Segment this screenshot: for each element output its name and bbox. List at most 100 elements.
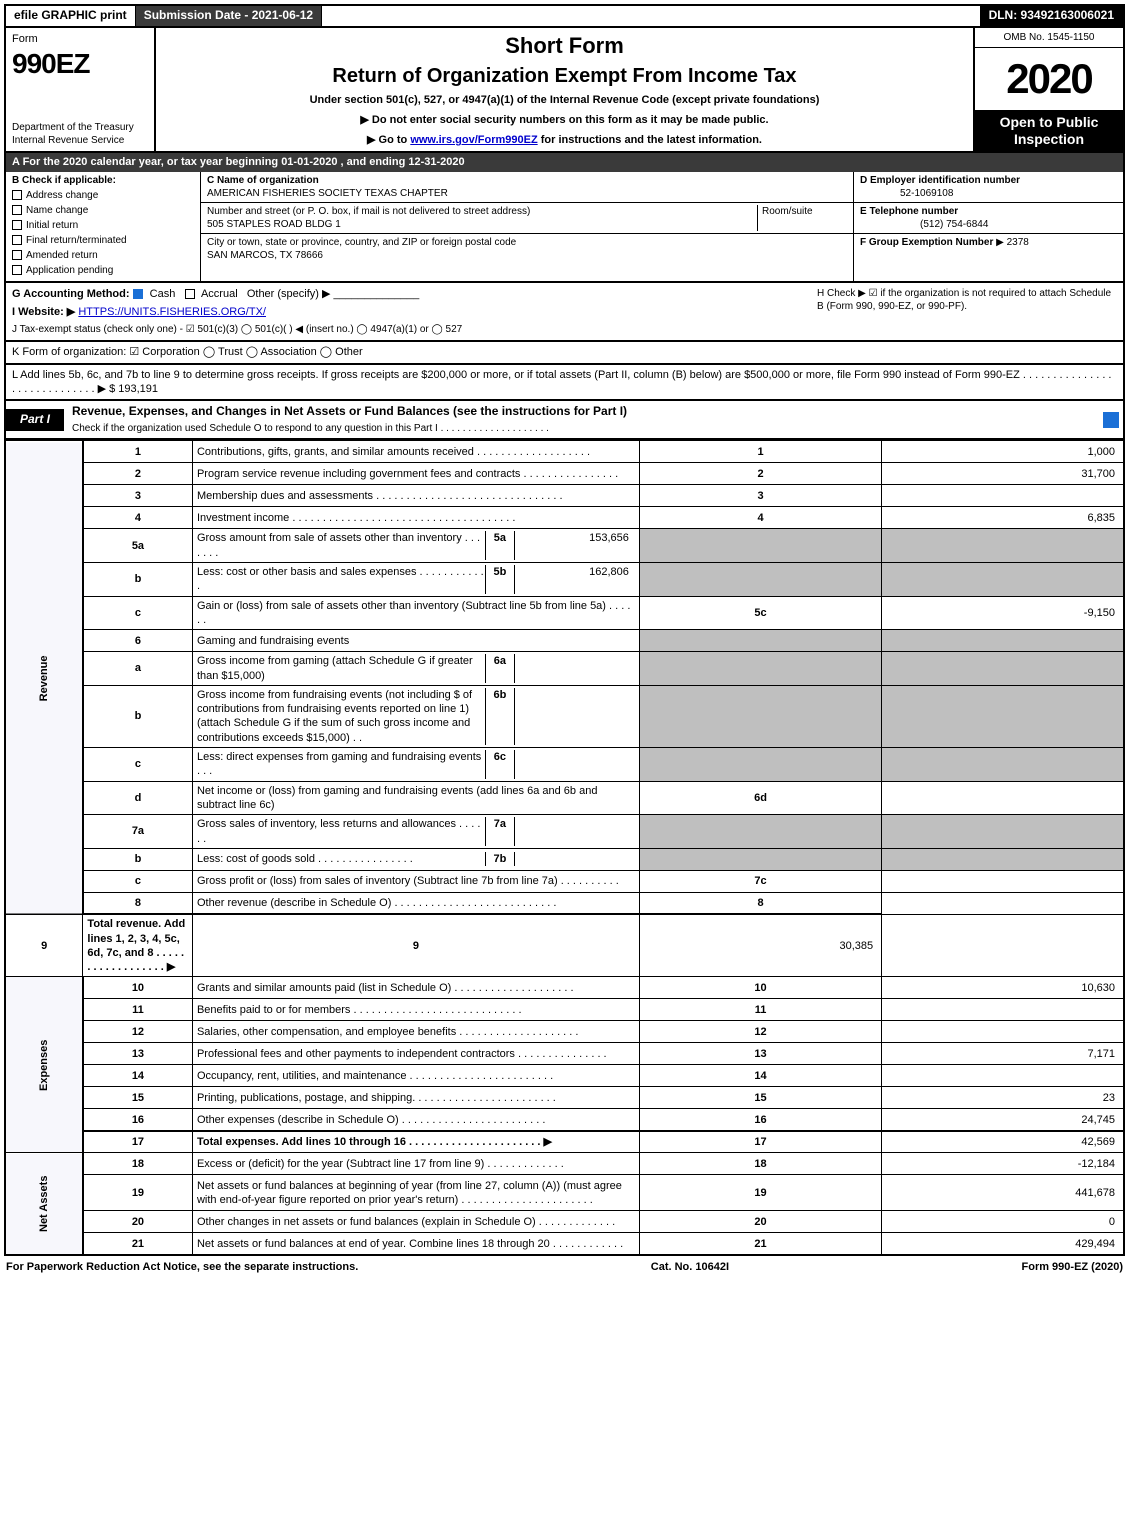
amt-11: [882, 999, 1124, 1021]
desc-11: Benefits paid to or for members . . . . …: [192, 999, 639, 1021]
irs-link[interactable]: www.irs.gov/Form990EZ: [410, 134, 537, 146]
desc-21: Net assets or fund balances at end of ye…: [192, 1233, 639, 1255]
line-a-period: A For the 2020 calendar year, or tax yea…: [4, 153, 1125, 171]
chk-accrual[interactable]: [185, 289, 195, 299]
desc-3: Membership dues and assessments . . . . …: [192, 485, 639, 507]
ln-15: 15: [83, 1087, 193, 1109]
num-16: 16: [639, 1109, 881, 1131]
num-5b-shade: [639, 563, 881, 597]
num-13: 13: [639, 1043, 881, 1065]
h-schedule-b: H Check ▶ ☑ if the organization is not r…: [817, 287, 1117, 313]
desc-7c: Gross profit or (loss) from sales of inv…: [192, 870, 639, 892]
desc-9: Total revenue. Add lines 1, 2, 3, 4, 5c,…: [87, 918, 185, 973]
desc-6d: Net income or (loss) from gaming and fun…: [192, 781, 639, 815]
num-3: 3: [639, 485, 881, 507]
num-14: 14: [639, 1065, 881, 1087]
ln-10: 10: [83, 977, 193, 999]
lbl-cash: Cash: [150, 288, 176, 300]
ln-5c: c: [83, 596, 193, 630]
ln-5a: 5a: [83, 529, 193, 563]
num-7b-shade: [639, 848, 881, 870]
subtitle-ssn: ▶ Do not enter social security numbers o…: [164, 113, 965, 127]
desc-8: Other revenue (describe in Schedule O) .…: [192, 892, 639, 914]
num-6d: 6d: [639, 781, 881, 815]
chk-final-return[interactable]: [12, 235, 22, 245]
dln: DLN: 93492163006021: [980, 6, 1123, 26]
website-link[interactable]: HTTPS://UNITS.FISHERIES.ORG/TX/: [78, 306, 266, 318]
ln-9: 9: [5, 914, 83, 977]
ln-4: 4: [83, 507, 193, 529]
e-label: E Telephone number: [860, 206, 958, 217]
amt-17: 42,569: [882, 1131, 1124, 1153]
subtitle-section: Under section 501(c), 527, or 4947(a)(1)…: [164, 93, 965, 107]
footer-left: For Paperwork Reduction Act Notice, see …: [6, 1260, 358, 1274]
num-6a-shade: [639, 652, 881, 686]
page-footer: For Paperwork Reduction Act Notice, see …: [4, 1256, 1125, 1274]
amt-2: 31,700: [882, 463, 1124, 485]
submission-date: Submission Date - 2021-06-12: [136, 6, 322, 26]
amt-4: 6,835: [882, 507, 1124, 529]
box-c-address: C Name of organization AMERICAN FISHERIE…: [201, 172, 853, 281]
ln-2: 2: [83, 463, 193, 485]
amt-5b-shade: [882, 563, 1124, 597]
side-net-assets: Net Assets: [5, 1153, 83, 1255]
ln-14: 14: [83, 1065, 193, 1087]
desc-17: Total expenses. Add lines 10 through 16 …: [197, 1136, 552, 1148]
num-2: 2: [639, 463, 881, 485]
addr-label: Number and street (or P. O. box, if mail…: [207, 206, 530, 217]
lbl-amended: Amended return: [26, 250, 98, 261]
desc-2: Program service revenue including govern…: [192, 463, 639, 485]
line-l: L Add lines 5b, 6c, and 7b to line 9 to …: [4, 365, 1125, 402]
chk-initial-return[interactable]: [12, 220, 22, 230]
f-label: F Group Exemption Number: [860, 237, 993, 248]
num-7c: 7c: [639, 870, 881, 892]
desc-20: Other changes in net assets or fund bala…: [192, 1211, 639, 1233]
desc-5a: Gross amount from sale of assets other t…: [192, 529, 639, 563]
desc-15: Printing, publications, postage, and shi…: [192, 1087, 639, 1109]
num-19: 19: [639, 1175, 881, 1211]
num-20: 20: [639, 1211, 881, 1233]
num-5a-shade: [639, 529, 881, 563]
amt-21: 429,494: [882, 1233, 1124, 1255]
ein-value: 52-1069108: [860, 188, 953, 199]
desc-7b: Less: cost of goods sold . . . . . . . .…: [192, 848, 639, 870]
b-label: B Check if applicable:: [12, 174, 194, 187]
lbl-address-change: Address change: [26, 190, 98, 201]
chk-app-pending[interactable]: [12, 265, 22, 275]
j-tax-exempt: J Tax-exempt status (check only one) - ☑…: [12, 324, 462, 335]
amt-7c: [882, 870, 1124, 892]
amt-16: 24,745: [882, 1109, 1124, 1131]
num-7a-shade: [639, 815, 881, 849]
meta-block: G Accounting Method: Cash Accrual Other …: [4, 283, 1125, 343]
chk-address-change[interactable]: [12, 190, 22, 200]
chk-cash[interactable]: [133, 289, 143, 299]
footer-catno: Cat. No. 10642I: [651, 1260, 729, 1274]
part1-tag: Part I: [6, 409, 64, 431]
desc-13: Professional fees and other payments to …: [192, 1043, 639, 1065]
amt-10: 10,630: [882, 977, 1124, 999]
num-9: 9: [192, 914, 639, 977]
ln-6c: c: [83, 748, 193, 782]
lbl-name-change: Name change: [26, 205, 88, 216]
amt-19: 441,678: [882, 1175, 1124, 1211]
num-6b-shade: [639, 685, 881, 747]
part1-title: Revenue, Expenses, and Changes in Net As…: [72, 404, 627, 418]
title-short-form: Short Form: [164, 32, 965, 61]
amt-6c-shade: [882, 748, 1124, 782]
num-17: 17: [639, 1131, 881, 1153]
org-name: AMERICAN FISHERIES SOCIETY TEXAS CHAPTER: [207, 188, 448, 199]
header-left: Form 990EZ Department of the Treasury In…: [6, 28, 156, 151]
ln-11: 11: [83, 999, 193, 1021]
num-1: 1: [639, 441, 881, 463]
desc-10: Grants and similar amounts paid (list in…: [192, 977, 639, 999]
box-b-checks: B Check if applicable: Address change Na…: [6, 172, 201, 281]
footer-formref: Form 990-EZ (2020): [1022, 1260, 1123, 1274]
num-5c: 5c: [639, 596, 881, 630]
chk-name-change[interactable]: [12, 205, 22, 215]
num-12: 12: [639, 1021, 881, 1043]
amt-20: 0: [882, 1211, 1124, 1233]
chk-amended[interactable]: [12, 250, 22, 260]
g-label: G Accounting Method:: [12, 288, 130, 300]
form-header: Form 990EZ Department of the Treasury In…: [4, 28, 1125, 153]
num-4: 4: [639, 507, 881, 529]
